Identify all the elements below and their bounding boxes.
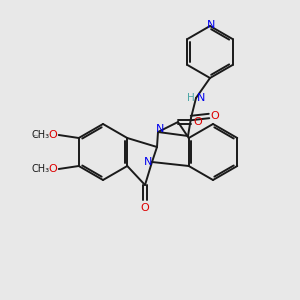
Text: O: O (211, 111, 219, 121)
Text: N: N (197, 93, 205, 103)
Text: O: O (48, 164, 57, 174)
Text: O: O (141, 203, 149, 213)
Text: CH₃: CH₃ (32, 164, 50, 174)
Text: CH₃: CH₃ (32, 130, 50, 140)
Text: methoxy: methoxy (34, 134, 40, 136)
Text: O: O (48, 130, 57, 140)
Text: N: N (156, 124, 164, 134)
Text: H: H (187, 93, 195, 103)
Text: N: N (207, 20, 215, 30)
Text: N: N (144, 157, 152, 167)
Text: O: O (194, 117, 202, 127)
